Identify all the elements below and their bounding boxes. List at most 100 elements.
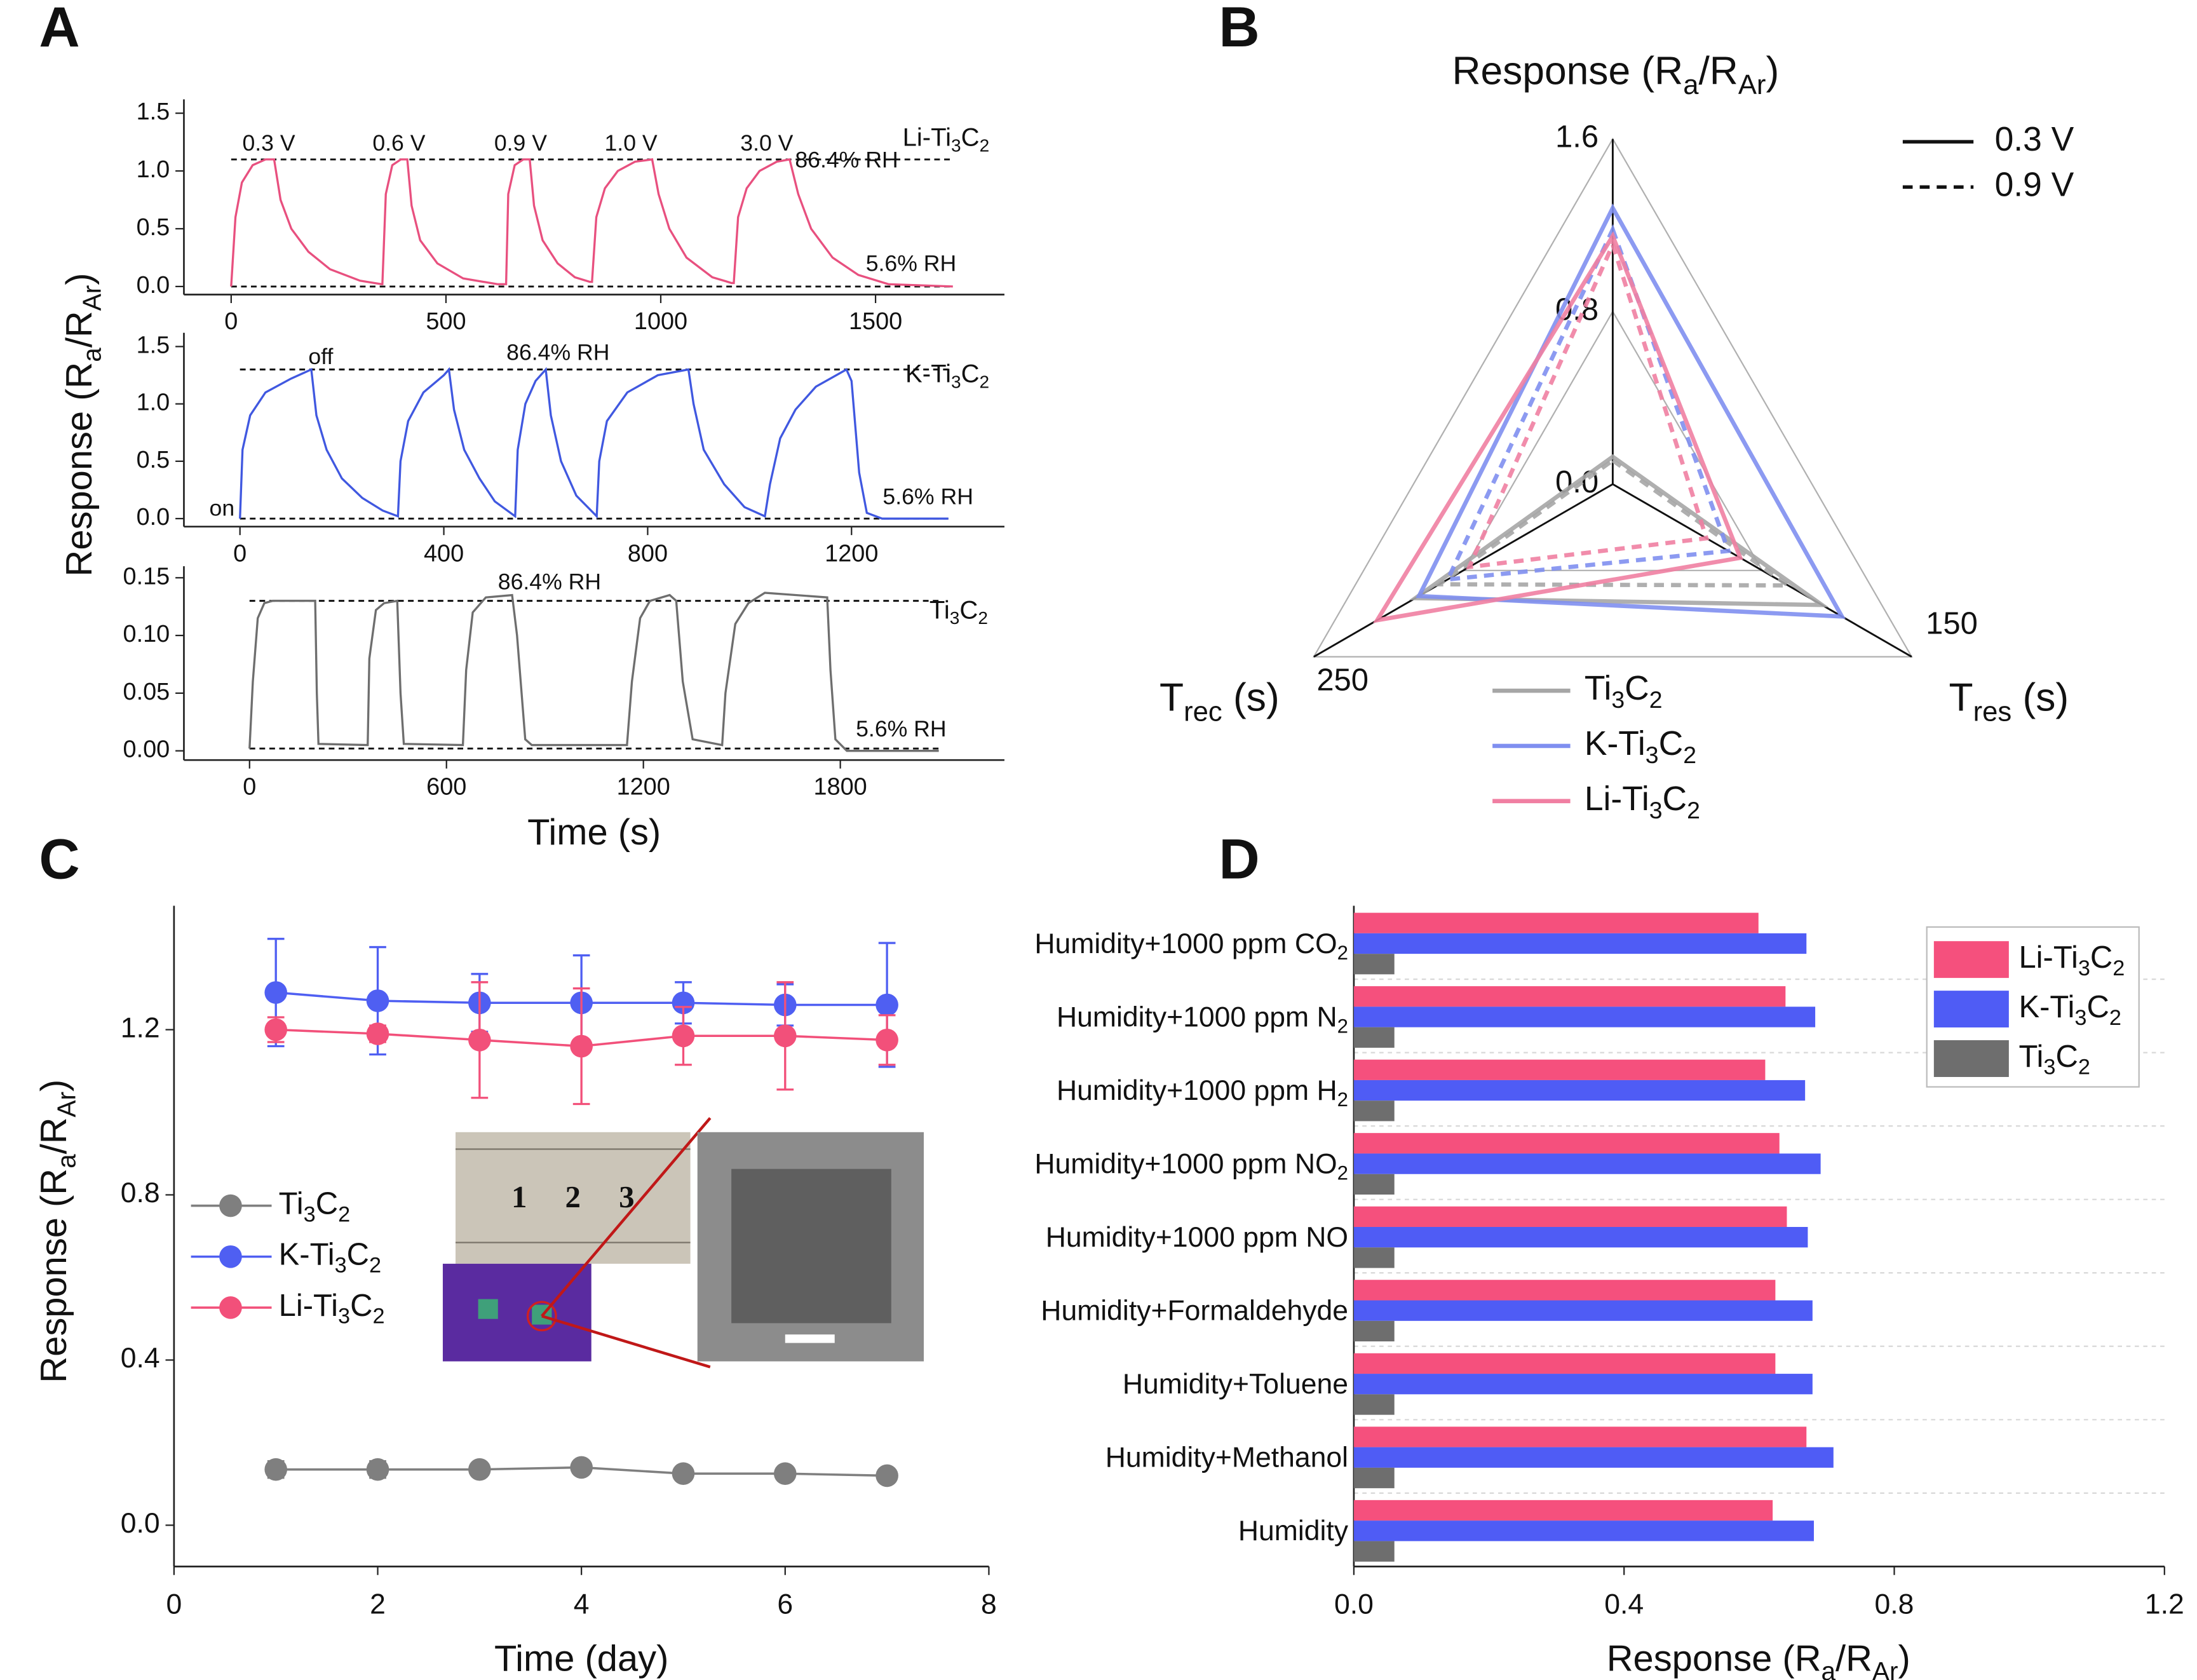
x-tick-label: 600 <box>426 774 466 801</box>
panel-letter: A <box>39 0 79 58</box>
chip-photo <box>442 1263 592 1362</box>
bar <box>1353 1247 1395 1268</box>
text-part: /R <box>1835 1639 1872 1679</box>
bar <box>1353 1027 1395 1048</box>
category-label: Humidity+1000 ppm N2 <box>1057 1001 1348 1038</box>
text-part: T <box>1949 676 1973 720</box>
bar <box>1353 1320 1395 1342</box>
y-tick-label: 0.8 <box>121 1177 160 1209</box>
radar-series <box>1409 454 1829 607</box>
scale-bar <box>785 1334 835 1343</box>
y-axis-label: Response (Ra/RAr) <box>59 273 106 576</box>
inset-photos <box>442 1117 924 1369</box>
y-tick-label: 1.2 <box>121 1012 160 1043</box>
y-tick-label: 0.0 <box>137 272 170 299</box>
radar-series <box>1444 224 1731 582</box>
marker <box>264 981 288 1004</box>
text-part: rec <box>1184 696 1222 727</box>
y-axis-label: Response (Ra/RAr) <box>34 1080 81 1383</box>
radar-series <box>1466 238 1710 570</box>
text-part: Response (R <box>59 362 100 577</box>
text-part: Response (R <box>1607 1639 1822 1679</box>
annotation: 0.9 V <box>494 130 547 156</box>
annotation: 5.6% RH <box>866 250 957 276</box>
annotation: 86.4% RH <box>795 147 898 173</box>
y-tick-label: 1.0 <box>137 390 170 416</box>
inset-label: 1 <box>511 1179 527 1214</box>
text-part: ) <box>34 1080 74 1092</box>
annotation: 0.3 V <box>242 130 295 156</box>
text-part: Response (R <box>1452 50 1683 93</box>
x-tick-label: 6 <box>777 1589 793 1620</box>
marker <box>264 1458 288 1481</box>
bar <box>1353 1467 1395 1489</box>
bar <box>1353 1447 1834 1468</box>
bar <box>1353 1080 1806 1101</box>
annotation: 3.0 V <box>740 130 793 156</box>
text-part: ) <box>1766 50 1779 93</box>
tick-label: 250 <box>1316 663 1369 698</box>
legend-label: Li-Ti3C2 <box>1585 780 1700 823</box>
category-label: Humidity+1000 ppm NO <box>1046 1222 1348 1253</box>
annotation: 86.4% RH <box>498 569 601 594</box>
bar <box>1353 1206 1787 1227</box>
bar <box>1353 1541 1395 1562</box>
series-line <box>248 592 939 752</box>
y-tick-label: 0.10 <box>123 621 170 647</box>
panel-letter: D <box>1219 827 1259 890</box>
category-label: Humidity+Methanol <box>1105 1442 1348 1473</box>
axis-label: Tres (s) <box>1949 676 2069 727</box>
y-tick-label: 1.0 <box>137 156 170 183</box>
x-tick-label: 0 <box>224 308 238 335</box>
chip-electrode <box>478 1299 498 1319</box>
inset-label: 3 <box>619 1179 634 1214</box>
legend-marker <box>219 1245 242 1268</box>
x-tick-label: 1500 <box>849 308 902 335</box>
series-label: K-Ti3C2 <box>905 360 989 392</box>
x-tick-label: 1800 <box>814 774 867 801</box>
y-tick-label: 0.05 <box>123 679 170 705</box>
legend-label: K-Ti3C2 <box>2018 990 2121 1030</box>
marker <box>672 1462 695 1485</box>
y-tick-label: 0.15 <box>123 563 170 590</box>
panel-letter: B <box>1219 0 1259 58</box>
x-tick-label: 2 <box>370 1589 386 1620</box>
legend-label: Ti3C2 <box>2018 1040 2090 1080</box>
annotation: on <box>210 495 235 520</box>
text-part: a <box>77 348 106 362</box>
x-axis-label: Time (s) <box>527 813 661 853</box>
radar-axis <box>1313 483 1614 658</box>
marker <box>570 1456 593 1479</box>
axis-label: Response (Ra/RAr) <box>1452 50 1779 100</box>
marker <box>264 1018 288 1041</box>
bar <box>1353 933 1807 954</box>
x-tick-label: 0.8 <box>1875 1589 1914 1620</box>
category-label: Humidity <box>1238 1515 1349 1547</box>
x-tick-label: 0 <box>243 774 256 801</box>
legend-label: K-Ti3C2 <box>1585 725 1696 768</box>
radar-series <box>1372 231 1743 623</box>
x-tick-label: 1200 <box>825 540 878 567</box>
bar <box>1353 1101 1395 1121</box>
annotation: 1.0 V <box>605 130 658 156</box>
tick-label: 150 <box>1926 607 1978 641</box>
text-part: /R <box>1698 50 1738 93</box>
category-label: Humidity+1000 ppm NO2 <box>1034 1148 1348 1184</box>
x-tick-label: 1000 <box>634 308 687 335</box>
zoom-circle <box>526 1301 557 1332</box>
y-tick-label: 0.0 <box>121 1508 160 1539</box>
x-tick-label: 0 <box>233 540 247 567</box>
marker <box>366 1022 389 1045</box>
legend-label: Li-Ti3C2 <box>2018 940 2125 980</box>
legend-swatch <box>1933 991 2009 1028</box>
radar-axis <box>1612 483 1912 658</box>
category-label: Humidity+Toluene <box>1123 1369 1348 1400</box>
bar <box>1353 1426 1807 1447</box>
legend-label: Ti3C2 <box>1585 670 1663 713</box>
grid-ring <box>1312 137 1913 658</box>
marker <box>672 991 695 1015</box>
x-axis-label: Response (Ra/RAr) <box>1607 1639 1910 1680</box>
legend-marker <box>219 1296 242 1319</box>
text-part: a <box>1822 1656 1836 1680</box>
